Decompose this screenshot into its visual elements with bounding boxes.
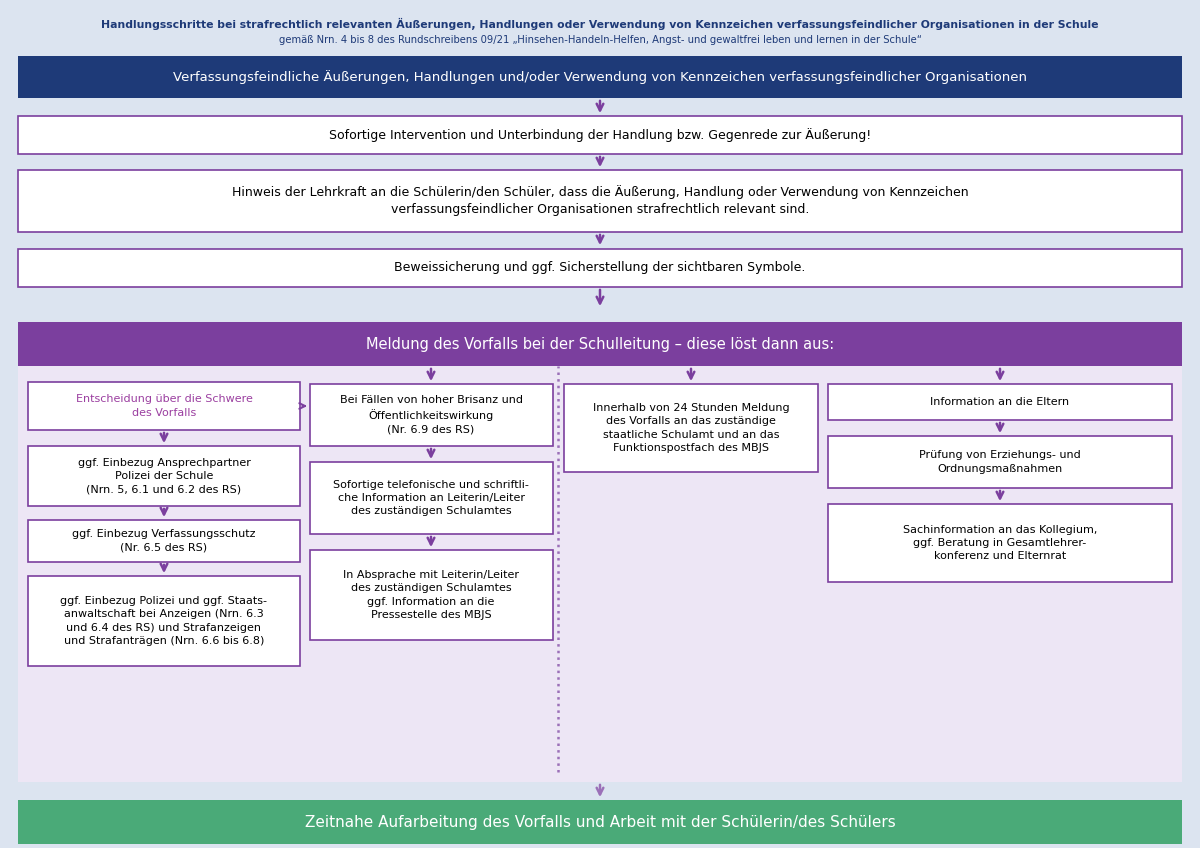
Text: Verfassungsfeindliche Äußerungen, Handlungen und/oder Verwendung von Kennzeichen: Verfassungsfeindliche Äußerungen, Handlu…	[173, 70, 1027, 84]
Text: Information an die Eltern: Information an die Eltern	[930, 397, 1069, 407]
Bar	[18, 800, 1182, 844]
Bar	[18, 322, 1182, 366]
Text: In Absprache mit Leiterin/Leiter
des zuständigen Schulamtes
ggf. Information an : In Absprache mit Leiterin/Leiter des zus…	[343, 570, 520, 620]
Text: Entscheidung über die Schwere
des Vorfalls: Entscheidung über die Schwere des Vorfal…	[76, 394, 252, 417]
Text: Innerhalb von 24 Stunden Meldung
des Vorfalls an das zuständige
staatliche Schul: Innerhalb von 24 Stunden Meldung des Vor…	[593, 403, 790, 453]
Bar	[828, 436, 1172, 488]
Text: ggf. Einbezug Verfassungsschutz
(Nr. 6.5 des RS): ggf. Einbezug Verfassungsschutz (Nr. 6.5…	[72, 529, 256, 553]
Text: gemäß Nrn. 4 bis 8 des Rundschreibens 09/21 „Hinsehen-Handeln-Helfen, Angst- und: gemäß Nrn. 4 bis 8 des Rundschreibens 09…	[278, 35, 922, 45]
Text: Beweissicherung und ggf. Sicherstellung der sichtbaren Symbole.: Beweissicherung und ggf. Sicherstellung …	[395, 261, 805, 275]
Bar	[828, 504, 1172, 582]
Text: Hinweis der Lehrkraft an die Schülerin/den Schüler, dass die Äußerung, Handlung : Hinweis der Lehrkraft an die Schülerin/d…	[232, 186, 968, 216]
Text: ggf. Einbezug Polizei und ggf. Staats-
anwaltschaft bei Anzeigen (Nrn. 6.3
und 6: ggf. Einbezug Polizei und ggf. Staats- a…	[60, 596, 268, 646]
Bar	[828, 384, 1172, 420]
Text: Handlungsschritte bei strafrechtlich relevanten Äußerungen, Handlungen oder Verw: Handlungsschritte bei strafrechtlich rel…	[101, 18, 1099, 30]
Text: Zeitnahe Aufarbeitung des Vorfalls und Arbeit mit der Schülerin/des Schülers: Zeitnahe Aufarbeitung des Vorfalls und A…	[305, 814, 895, 829]
Text: Sofortige Intervention und Unterbindung der Handlung bzw. Gegenrede zur Äußerung: Sofortige Intervention und Unterbindung …	[329, 128, 871, 142]
Bar	[18, 249, 1182, 287]
Text: Sachinformation an das Kollegium,
ggf. Beratung in Gesamtlehrer-
konferenz und E: Sachinformation an das Kollegium, ggf. B…	[902, 525, 1097, 561]
Bar	[310, 384, 553, 446]
Bar	[18, 170, 1182, 232]
Bar	[28, 382, 300, 430]
Bar	[28, 446, 300, 506]
Text: Meldung des Vorfalls bei der Schulleitung – diese löst dann aus:: Meldung des Vorfalls bei der Schulleitun…	[366, 337, 834, 352]
Bar	[310, 550, 553, 640]
Bar	[18, 116, 1182, 154]
Bar	[564, 384, 818, 472]
Bar	[310, 462, 553, 534]
Bar	[28, 576, 300, 666]
Bar	[18, 366, 1182, 782]
Bar	[18, 56, 1182, 98]
Text: Prüfung von Erziehungs- und
Ordnungsmaßnahmen: Prüfung von Erziehungs- und Ordnungsmaßn…	[919, 450, 1081, 473]
Text: Sofortige telefonische und schriftli-
che Information an Leiterin/Leiter
des zus: Sofortige telefonische und schriftli- ch…	[334, 480, 529, 516]
Bar	[28, 520, 300, 562]
Text: ggf. Einbezug Ansprechpartner
Polizei der Schule
(Nrn. 5, 6.1 und 6.2 des RS): ggf. Einbezug Ansprechpartner Polizei de…	[78, 458, 251, 494]
Text: Bei Fällen von hoher Brisanz und
Öffentlichkeitswirkung
(Nr. 6.9 des RS): Bei Fällen von hoher Brisanz und Öffentl…	[340, 395, 522, 434]
